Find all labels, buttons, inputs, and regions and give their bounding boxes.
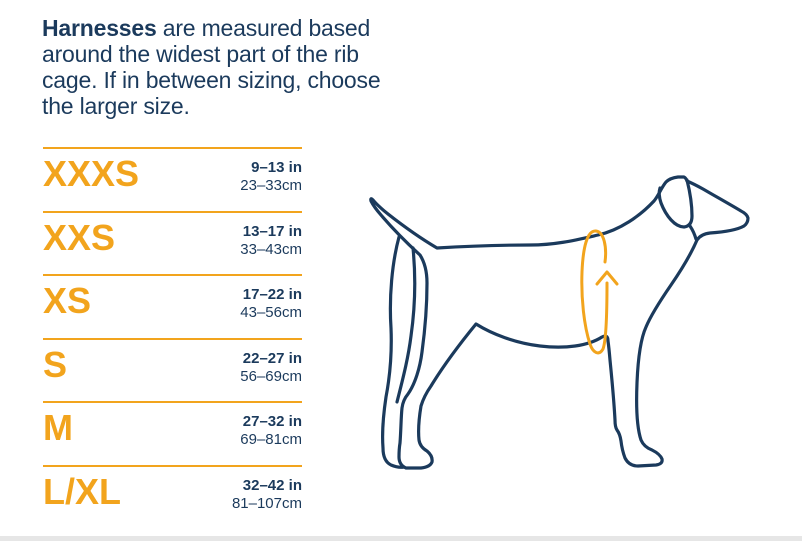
measurement-inches: 17–22 in: [242, 286, 302, 303]
measurement-inches: 13–17 in: [242, 222, 302, 240]
measurement-inches: 27–32 in: [242, 413, 302, 430]
size-label: S: [43, 343, 68, 385]
size-row-xxxs: XXXS 9–13 in 23–33cm: [43, 147, 302, 211]
size-measurements: 17–22 in 43–56cm: [240, 283, 302, 322]
description-keyword: Harnesses: [42, 15, 157, 41]
dog-cheek-line: [688, 224, 698, 241]
measurement-cm: 33–43cm: [240, 240, 302, 258]
measurement-cm: 81–107cm: [231, 494, 302, 512]
dog-body-outline: [369, 175, 750, 470]
girth-arrow-up-icon: [595, 270, 619, 286]
size-measurements: 9–13 in 23–33cm: [240, 156, 302, 195]
size-measurements: 32–42 in 81–107cm: [232, 474, 302, 513]
measurement-inches: 22–27 in: [242, 349, 302, 367]
size-label: M: [43, 407, 73, 448]
size-row-m: M 27–32 in 69–81cm: [43, 401, 302, 465]
size-row-xxs: XXS 13–17 in 33–43cm: [43, 210, 302, 275]
dog-ear: [657, 178, 694, 229]
size-label: XXS: [43, 216, 116, 258]
description-line-1: Harnesses are measured based: [42, 15, 371, 41]
size-label: XS: [43, 280, 92, 321]
description-line-4: the larger size.: [42, 93, 190, 119]
size-row-xs: XS 17–22 in 43–56cm: [43, 274, 302, 338]
measurement-inches: 32–42 in: [242, 476, 302, 494]
girth-measure-loop: [580, 229, 609, 355]
description-line-2: around the widest part of the rib: [42, 41, 359, 67]
section-divider: [0, 536, 802, 541]
size-label: XXXS: [43, 153, 140, 194]
size-measurements: 27–32 in 69–81cm: [240, 410, 302, 449]
size-label: L/XL: [43, 470, 121, 512]
measurement-inches: 9–13 in: [251, 159, 302, 176]
size-measurements: 22–27 in 56–69cm: [240, 347, 302, 386]
dog-far-rear-leg-edge: [395, 246, 417, 404]
measurement-cm: 23–33cm: [240, 177, 302, 194]
measurement-cm: 69–81cm: [240, 431, 302, 448]
size-row-s: S 22–27 in 56–69cm: [43, 337, 302, 402]
dog-side-profile-illustration: [369, 175, 750, 470]
description-line-3: cage. If in between sizing, choose: [42, 67, 381, 93]
size-chart-description: Harnesses are measured based around the …: [42, 15, 381, 119]
size-measurements: 13–17 in 33–43cm: [240, 220, 302, 259]
measurement-cm: 56–69cm: [240, 367, 302, 385]
measurement-cm: 43–56cm: [240, 304, 302, 321]
dog-far-rear-leg: [381, 235, 406, 469]
size-table: XXXS 9–13 in 23–33cm XXS 13–17 in 33–43c…: [43, 147, 302, 528]
size-row-lxl: L/XL 32–42 in 81–107cm: [43, 464, 302, 529]
